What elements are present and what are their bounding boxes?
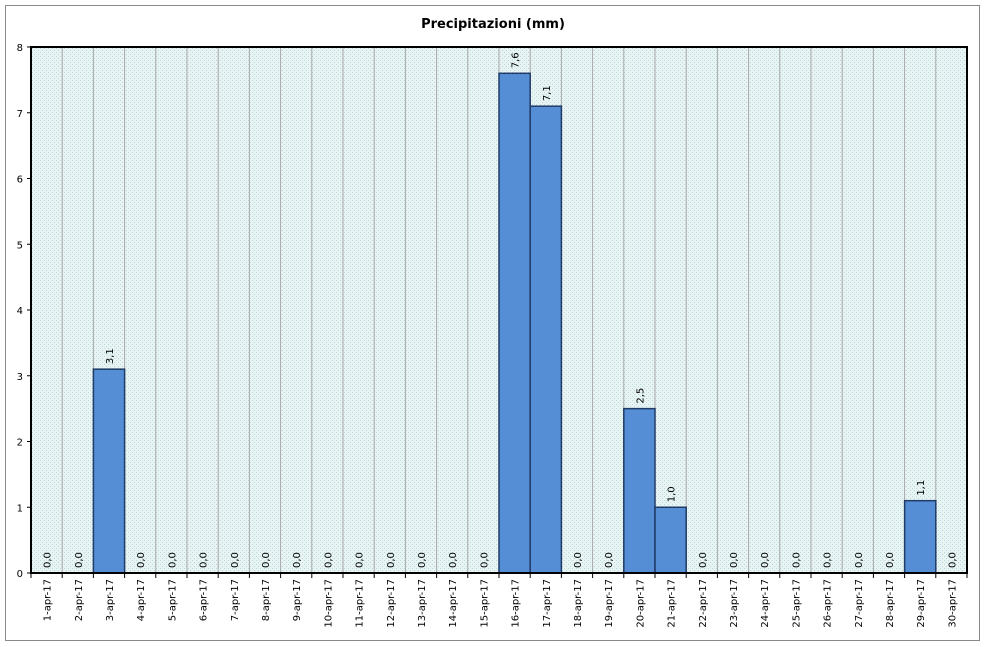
x-tick-label: 10-apr-17 (323, 579, 334, 628)
x-tick-label: 18-apr-17 (573, 579, 584, 628)
data-label: 7,6 (511, 52, 522, 68)
data-label: 0,0 (947, 552, 958, 568)
y-tick-label: 6 (17, 175, 23, 186)
x-tick-label: 6-apr-17 (199, 579, 210, 621)
x-tick-label: 4-apr-17 (136, 579, 147, 621)
bar (654, 506, 687, 574)
data-label: 0,0 (74, 552, 85, 568)
data-label: 7,1 (542, 85, 553, 101)
data-label: 0,0 (136, 552, 147, 568)
x-tick-label: 16-apr-17 (511, 579, 522, 628)
bar (529, 105, 563, 574)
y-tick-label: 8 (17, 43, 23, 54)
data-label: 0,0 (43, 552, 54, 568)
y-tick-label: 5 (17, 240, 23, 251)
plot-border (30, 46, 968, 574)
data-label: 0,0 (760, 552, 771, 568)
data-label: 0,0 (791, 552, 802, 568)
data-label: 0,0 (573, 552, 584, 568)
bar (903, 499, 937, 574)
x-tick-label: 8-apr-17 (261, 579, 272, 621)
data-label: 0,0 (448, 552, 459, 568)
y-tick-label: 1 (17, 503, 23, 514)
x-tick-label: 28-apr-17 (885, 579, 896, 628)
data-label: 2,5 (635, 388, 646, 404)
x-tick-label: 2-apr-17 (74, 579, 85, 621)
data-label: 1,1 (916, 480, 927, 496)
data-label: 0,0 (261, 552, 272, 568)
x-tick-label: 14-apr-17 (448, 579, 459, 628)
data-label: 0,0 (823, 552, 834, 568)
data-label: 0,0 (355, 552, 366, 568)
data-label: 0,0 (479, 552, 490, 568)
bar (92, 368, 126, 574)
x-tick-label: 9-apr-17 (292, 579, 303, 621)
x-tick-label: 26-apr-17 (823, 579, 834, 628)
x-tick-label: 24-apr-17 (760, 579, 771, 628)
data-label: 0,0 (885, 552, 896, 568)
x-tick-label: 27-apr-17 (854, 579, 865, 628)
x-tick-label: 7-apr-17 (230, 579, 241, 621)
x-tick-label: 11-apr-17 (355, 579, 366, 628)
bar (623, 407, 656, 574)
data-label: 0,0 (292, 552, 303, 568)
data-label: 0,0 (417, 552, 428, 568)
data-label: 0,0 (323, 552, 334, 568)
y-tick-label: 4 (17, 306, 23, 317)
x-tick-label: 21-apr-17 (667, 579, 678, 628)
chart-title: Precipitazioni (mm) (421, 17, 565, 32)
data-label: 0,0 (729, 552, 740, 568)
x-tick-label: 30-apr-17 (947, 579, 958, 628)
x-tick-label: 22-apr-17 (698, 579, 709, 628)
data-label: 0,0 (167, 552, 178, 568)
x-tick-label: 12-apr-17 (386, 579, 397, 628)
x-tick-label: 13-apr-17 (417, 579, 428, 628)
x-tick-label: 29-apr-17 (916, 579, 927, 628)
x-tick-label: 19-apr-17 (604, 579, 615, 628)
data-label: 0,0 (199, 552, 210, 568)
plot-area: 0 1 2 3 4 5 6 7 8 1-apr-17 2-apr-17 3-apr-17 4-apr-1… (17, 43, 968, 628)
bar (498, 72, 531, 574)
y-tick-label: 7 (17, 109, 23, 120)
y-tick-label: 0 (17, 569, 23, 580)
data-label: 0,0 (854, 552, 865, 568)
x-tick-label: 3-apr-17 (105, 579, 116, 621)
x-tick-label: 25-apr-17 (791, 579, 802, 628)
y-tick-label: 2 (17, 438, 23, 449)
y-tick-label: 3 (17, 372, 23, 383)
x-tick-label: 23-apr-17 (729, 579, 740, 628)
x-tick-label: 15-apr-17 (479, 579, 490, 628)
x-tick-label: 17-apr-17 (542, 579, 553, 628)
x-tick-label: 5-apr-17 (167, 579, 178, 621)
x-tick-label: 1-apr-17 (43, 579, 54, 621)
data-label: 1,0 (667, 486, 678, 502)
data-label: 0,0 (230, 552, 241, 568)
data-label: 0,0 (604, 552, 615, 568)
data-label: 0,0 (698, 552, 709, 568)
data-label: 3,1 (105, 348, 116, 364)
x-tick-label: 20-apr-17 (635, 579, 646, 628)
data-label: 0,0 (386, 552, 397, 568)
